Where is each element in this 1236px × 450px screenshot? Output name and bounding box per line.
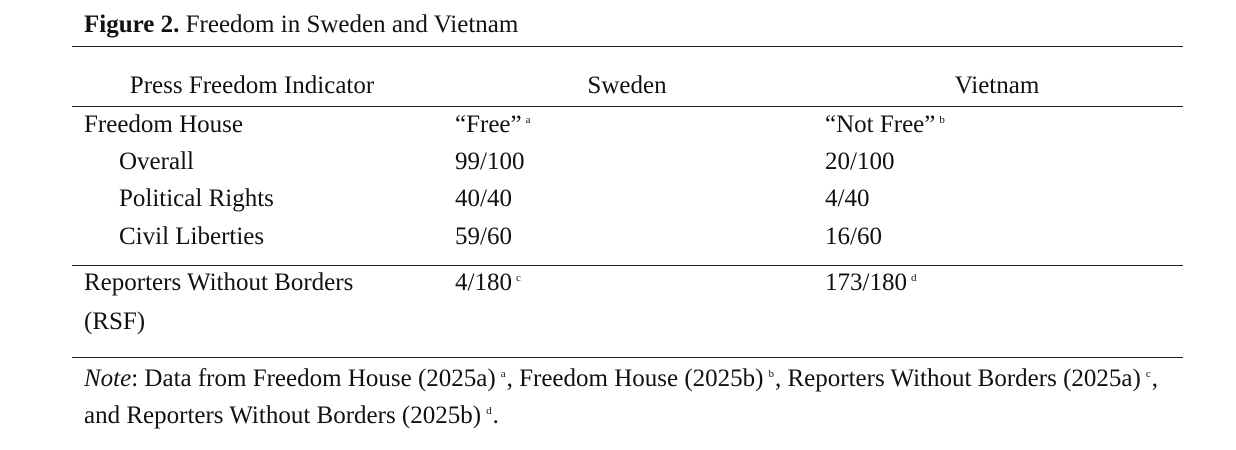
header-sweden: Sweden xyxy=(587,72,667,99)
sweden-rsf-rank: 4/180 xyxy=(455,269,512,296)
note-part-2: , Freedom House (2025b) xyxy=(506,365,764,392)
top-rule xyxy=(72,46,1183,47)
row-label-political-rights: Political Rights xyxy=(119,185,274,212)
vietnam-status-text: “Not Free” xyxy=(825,111,936,138)
cell-sweden-civil-liberties: 59/60 xyxy=(455,223,512,250)
section-rule xyxy=(72,265,1183,266)
cell-sweden-rsf: 4/180 c xyxy=(455,268,521,298)
cell-sweden-status: “Free” a xyxy=(455,110,531,140)
cell-sweden-overall: 99/100 xyxy=(455,148,525,175)
cell-vietnam-civil-liberties: 16/60 xyxy=(825,223,882,250)
note-footnote-a: a xyxy=(500,368,506,380)
note-end: . xyxy=(492,402,499,429)
note-part-4: , and Reporters Without Borders (2025b) xyxy=(84,365,1158,429)
note-label: Note xyxy=(84,365,132,392)
note-footnote-b: b xyxy=(768,368,775,380)
vietnam-rsf-rank: 173/180 xyxy=(825,269,907,296)
row-label-freedom-house: Freedom House xyxy=(84,111,243,138)
cell-vietnam-overall: 20/100 xyxy=(825,148,895,175)
header-indicator: Press Freedom Indicator xyxy=(129,72,375,99)
row-label-rsf: Reporters Without Borders xyxy=(84,269,354,296)
note-part-3: , Reporters Without Borders (2025a) xyxy=(775,365,1141,392)
cell-sweden-political-rights: 40/40 xyxy=(455,185,512,212)
note-footnote-c: c xyxy=(1145,368,1151,380)
row-label-overall: Overall xyxy=(119,148,194,175)
cell-vietnam-political-rights: 4/40 xyxy=(825,185,870,212)
footnote-marker-d: d xyxy=(910,272,917,284)
footnote-marker-c: c xyxy=(515,272,521,284)
figure-label: Figure 2. xyxy=(84,11,180,38)
footnote-marker-a: a xyxy=(525,114,531,126)
note-intro: : Data from Freedom House (2025a) xyxy=(131,365,496,392)
note-footnote-d: d xyxy=(486,405,492,417)
figure-caption: Figure 2. Freedom in Sweden and Vietnam xyxy=(84,10,518,40)
row-label-civil-liberties: Civil Liberties xyxy=(119,223,265,250)
row-label-rsf-abbrev: (RSF) xyxy=(84,308,146,335)
cell-vietnam-status: “Not Free” b xyxy=(825,110,945,140)
header-rule xyxy=(72,106,1183,107)
header-vietnam: Vietnam xyxy=(954,72,1040,99)
figure: Figure 2. Freedom in Sweden and Vietnam … xyxy=(72,0,1183,450)
table-note: Note: Data from Freedom House (2025a) a, … xyxy=(84,360,1174,434)
footnote-marker-b: b xyxy=(939,114,945,126)
sweden-status-text: “Free” xyxy=(455,111,522,138)
figure-title: Freedom in Sweden and Vietnam xyxy=(185,11,519,38)
cell-vietnam-rsf: 173/180 d xyxy=(825,268,916,298)
bottom-rule xyxy=(72,357,1183,358)
